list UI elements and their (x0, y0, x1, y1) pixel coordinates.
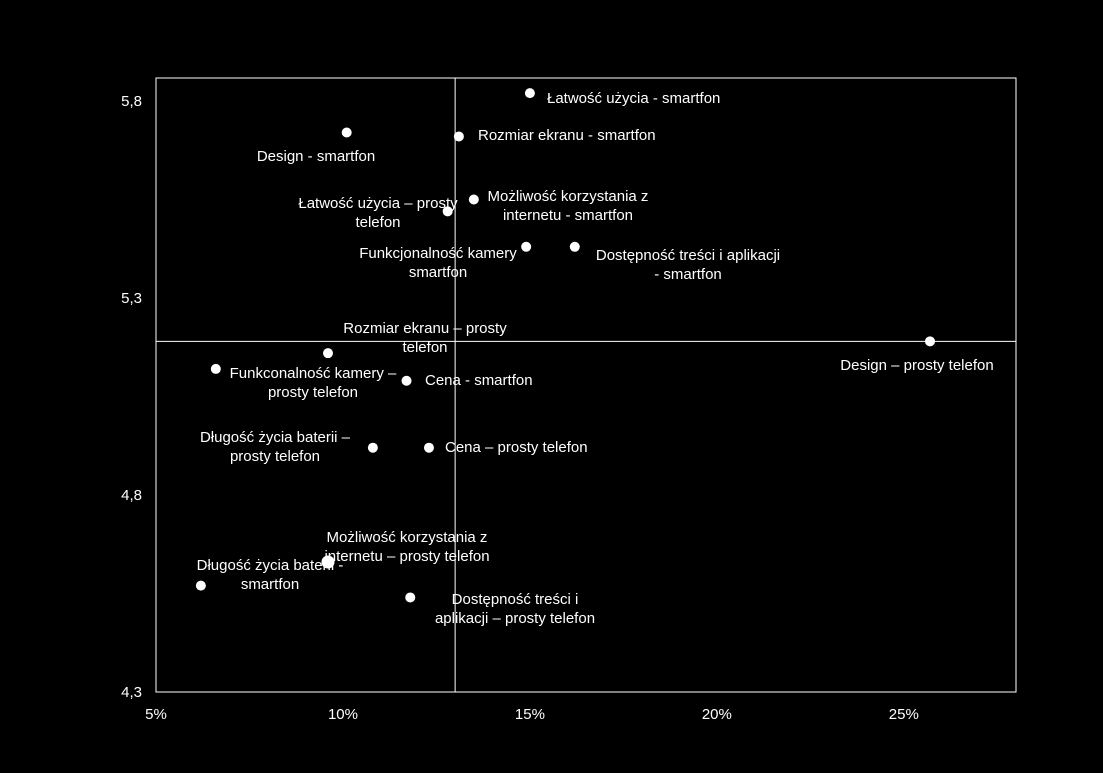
x-tick-label: 15% (515, 706, 545, 723)
data-label-line: Dostępność treści i (452, 591, 579, 608)
x-axis: 5% 10% 15% 20% 25% (145, 706, 919, 723)
data-label-line: telefon (402, 339, 447, 356)
data-label: Dostępność treści i aplikacji - smartfon (596, 247, 780, 283)
data-label-line: Design – prosty telefon (840, 357, 993, 374)
data-label: Funkcjonalność kamery smartfon (359, 245, 517, 281)
data-label: Długość życia baterii – prosty telefon (200, 429, 351, 465)
data-label: Rozmiar ekranu – prosty telefon (343, 320, 507, 356)
data-label-line: Cena - smartfon (425, 372, 533, 389)
data-label-line: Rozmiar ekranu - smartfon (478, 127, 656, 144)
data-label-line: prosty telefon (230, 448, 320, 465)
data-point (925, 336, 935, 347)
data-label-line: Długość życia baterii - (197, 557, 344, 574)
x-tick-label: 10% (328, 706, 358, 723)
data-point (405, 592, 416, 603)
data-label-line: - smartfon (654, 266, 722, 283)
data-label: Design - smartfon (257, 148, 375, 165)
data-label-line: Łatwość użycia - smartfon (547, 90, 720, 107)
data-label: Cena - smartfon (425, 372, 533, 389)
data-point (569, 241, 580, 252)
data-label-line: Funkcjonalność kamery (359, 245, 517, 262)
data-label: Łatwość użycia - smartfon (547, 90, 720, 107)
data-label: Długość życia baterii - smartfon (197, 557, 344, 593)
data-point (453, 131, 464, 142)
data-label-line: Długość życia baterii – (200, 429, 351, 446)
data-point (321, 555, 335, 569)
data-label: Łatwość użycia – prosty telefon (298, 195, 458, 231)
data-label: Rozmiar ekranu - smartfon (478, 127, 656, 144)
data-label-line: Rozmiar ekranu – prosty (343, 320, 507, 337)
data-label-line: prosty telefon (268, 384, 358, 401)
data-point (423, 442, 434, 453)
data-label-line: Cena – prosty telefon (445, 439, 588, 456)
data-point (341, 127, 352, 138)
y-tick-label: 4,3 (121, 684, 142, 701)
data-label-line: internetu – prosty telefon (324, 548, 489, 565)
data-label: Możliwość korzystania z internetu - smart… (488, 188, 649, 224)
data-point (521, 241, 532, 252)
data-point (367, 442, 378, 453)
data-label-line: telefon (355, 214, 400, 231)
data-label-line: Możliwość korzystania z (327, 529, 488, 546)
data-label-line: Design - smartfon (257, 148, 375, 165)
data-point (524, 88, 535, 99)
data-point (468, 194, 479, 205)
y-axis: 4,3 4,8 5,3 5,8 (121, 93, 142, 701)
data-points (195, 88, 935, 603)
y-tick-label: 5,8 (121, 93, 142, 110)
data-label: Możliwość korzystania z internetu – prost… (324, 529, 489, 565)
y-tick-label: 5,3 (121, 290, 142, 307)
data-label: Design – prosty telefon (840, 357, 993, 374)
data-label: Dostępność treści i aplikacji – prosty te… (435, 591, 595, 627)
data-label-line: aplikacji – prosty telefon (435, 610, 595, 627)
data-label-line: smartfon (409, 264, 467, 281)
y-tick-label: 4,8 (121, 487, 142, 504)
data-point (442, 206, 453, 217)
data-point (210, 363, 221, 374)
x-tick-label: 5% (145, 706, 167, 723)
data-label-line: Funkconalność kamery – (230, 365, 397, 382)
data-point (195, 580, 206, 591)
x-tick-label: 20% (702, 706, 732, 723)
point-labels: Łatwość użycia - smartfon Design - smartf… (197, 90, 994, 627)
data-label-line: internetu - smartfon (503, 207, 633, 224)
data-label-line: Dostępność treści i aplikacji (596, 247, 780, 264)
x-tick-label: 25% (889, 706, 919, 723)
plot-area-frame (155, 77, 1017, 693)
data-label-line: Łatwość użycia – prosty (298, 195, 458, 212)
data-point (401, 375, 412, 386)
data-point (323, 348, 333, 359)
data-label: Cena – prosty telefon (445, 439, 588, 456)
data-label-line: Możliwość korzystania z (488, 188, 649, 205)
data-label: Funkconalność kamery – prosty telefon (230, 365, 397, 401)
data-label-line: smartfon (241, 576, 299, 593)
